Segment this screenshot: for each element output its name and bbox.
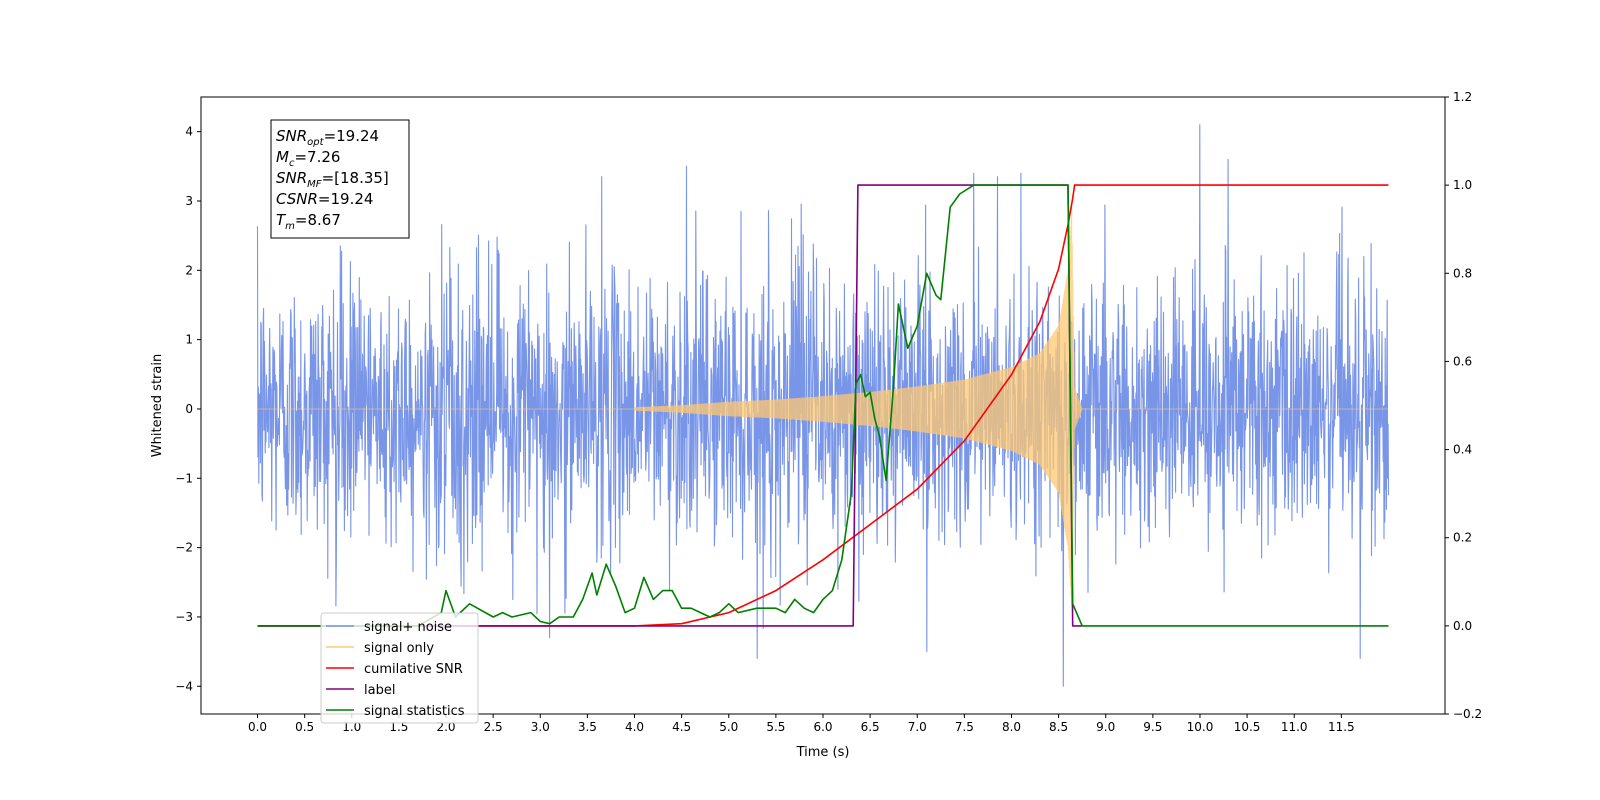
x-tick-label: 4.5 xyxy=(672,720,691,734)
annotation-value: =19.24 xyxy=(318,190,374,208)
x-tick-label: 6.0 xyxy=(813,720,832,734)
x-tick-label: 5.0 xyxy=(719,720,738,734)
y2-tick-label: 1.0 xyxy=(1453,178,1472,192)
y-tick-label: −3 xyxy=(175,610,193,624)
x-tick-label: 6.5 xyxy=(861,720,880,734)
x-axis-label: Time (s) xyxy=(796,745,850,760)
x-tick-label: 7.0 xyxy=(908,720,927,734)
y2-tick-label: 0.2 xyxy=(1453,531,1472,545)
annotation-line: CSNR=19.24 xyxy=(276,190,373,208)
stats-annotation-box: SNRopt=19.24Mc=7.26SNRMF=[18.35]CSNR=19.… xyxy=(270,119,410,239)
legend: signal+ noise signal only cumilative SNR la… xyxy=(320,612,479,724)
annotation-line: SNRopt=19.24 xyxy=(276,127,379,148)
annotation-symbol: M xyxy=(276,148,289,166)
y-tick-label: 0 xyxy=(185,402,193,416)
y2-tick-label: 1.2 xyxy=(1453,90,1472,104)
annotation-value: =19.24 xyxy=(324,127,380,145)
left-ticks: −4 −3 −2 −1 0 1 2 3 4 xyxy=(175,125,201,693)
legend-label: label xyxy=(364,683,395,698)
y2-tick-label: 0.4 xyxy=(1453,443,1472,457)
series-layer xyxy=(256,124,1390,687)
x-tick-label: 0.5 xyxy=(295,720,314,734)
x-tick-label: 3.5 xyxy=(578,720,597,734)
annotation-subscript: MF xyxy=(307,179,322,190)
y2-tick-label: 0.8 xyxy=(1453,266,1472,280)
x-tick-label: 8.5 xyxy=(1049,720,1068,734)
annotation-value: =8.67 xyxy=(295,211,341,229)
annotation-subscript: m xyxy=(285,221,295,232)
x-tick-label: 8.0 xyxy=(1002,720,1021,734)
annotation-symbol: CSNR xyxy=(276,190,318,208)
x-tick-label: 11.0 xyxy=(1281,720,1308,734)
x-tick-label: 5.5 xyxy=(766,720,785,734)
x-tick-label: 4.0 xyxy=(625,720,644,734)
y-tick-label: 1 xyxy=(185,333,193,347)
legend-label: cumilative SNR xyxy=(364,662,463,677)
x-tick-label: 2.5 xyxy=(484,720,503,734)
y-axis-label: Whitened strain xyxy=(150,354,165,457)
annotation-line: SNRMF=[18.35] xyxy=(276,169,389,190)
right-ticks: −0.2 0.0 0.2 0.4 0.6 0.8 1.0 1.2 xyxy=(1445,90,1482,721)
legend-label: signal statistics xyxy=(364,704,465,719)
y2-tick-label: −0.2 xyxy=(1453,707,1482,721)
annotation-symbol: SNR xyxy=(276,127,307,145)
annotation-subscript: c xyxy=(289,158,295,169)
y2-tick-label: 0.6 xyxy=(1453,354,1472,368)
x-tick-label: 3.0 xyxy=(531,720,550,734)
y-tick-label: −1 xyxy=(175,471,193,485)
annotation-symbol: T xyxy=(276,211,287,229)
annotation-symbol: SNR xyxy=(276,169,307,187)
x-tick-label: 10.5 xyxy=(1234,720,1261,734)
y2-tick-label: 0.0 xyxy=(1453,619,1472,633)
y-tick-label: 4 xyxy=(185,125,193,139)
series-line-label xyxy=(257,184,1083,627)
y-tick-label: −4 xyxy=(175,679,193,693)
annotation-line: Mc=7.26 xyxy=(276,148,340,169)
legend-label: signal only xyxy=(364,641,434,656)
x-tick-label: 0.0 xyxy=(248,720,267,734)
annotation-frame xyxy=(270,119,410,239)
annotation-value: =[18.35] xyxy=(322,169,389,187)
x-tick-label: 9.5 xyxy=(1143,720,1162,734)
annotation-value: =7.26 xyxy=(294,148,340,166)
y-tick-label: 2 xyxy=(185,263,193,277)
x-tick-label: 10.0 xyxy=(1187,720,1214,734)
legend-label: signal+ noise xyxy=(364,620,452,635)
x-tick-label: 7.5 xyxy=(955,720,974,734)
annotation-subscript: opt xyxy=(307,137,324,148)
series-line-signal-statistics xyxy=(257,184,1389,627)
x-tick-label: 11.5 xyxy=(1328,720,1355,734)
series-line-signal-only xyxy=(257,207,1389,606)
y-tick-label: 3 xyxy=(185,194,193,208)
y-tick-label: −2 xyxy=(175,541,193,555)
series-line-cumilative-snr xyxy=(257,184,1389,627)
x-tick-label: 9.0 xyxy=(1096,720,1115,734)
series-line-signal-noise xyxy=(256,124,1390,687)
legend-frame xyxy=(320,612,479,724)
annotation-line: Tm=8.67 xyxy=(276,211,341,232)
